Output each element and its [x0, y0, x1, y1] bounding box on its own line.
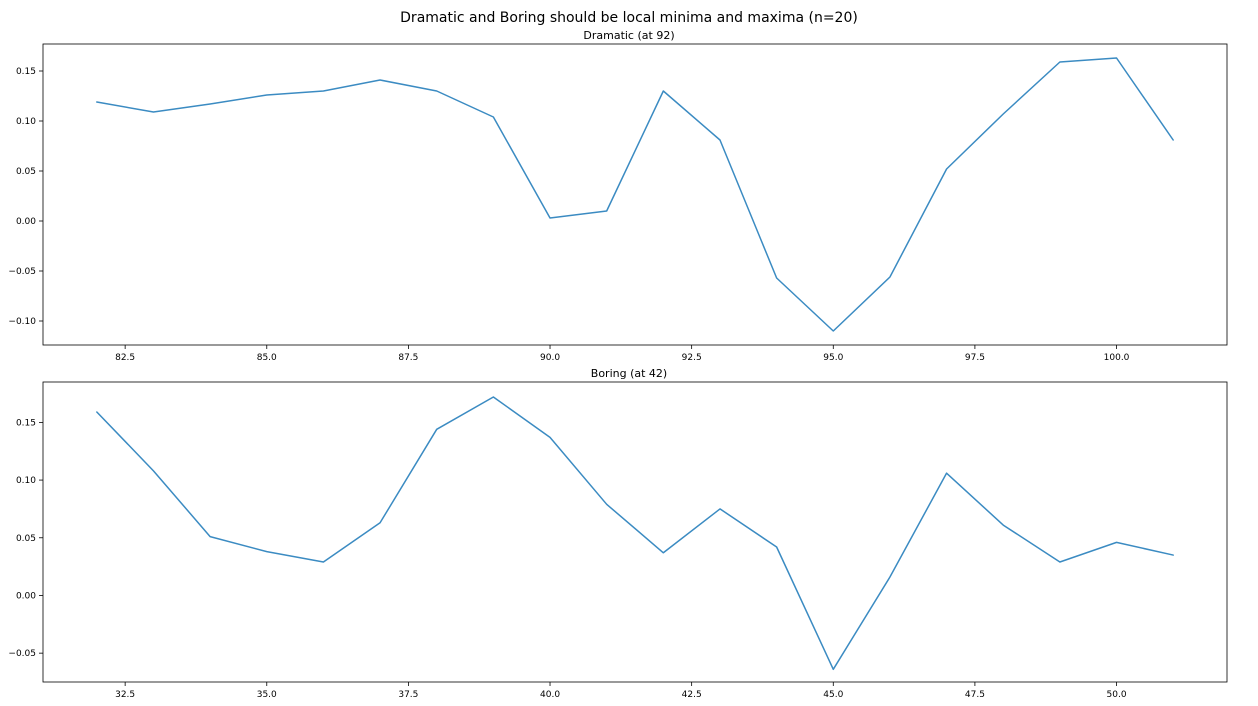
dramatic-x-tick-label: 82.5	[115, 353, 135, 363]
dramatic-x-tick-label: 90.0	[540, 353, 560, 363]
boring-plot-area: 32.5 35.0 37.5 40.0 42.5 45.0 47.5 50.0 0.15 0.10…	[8, 381, 1228, 700]
dramatic-y-tick-label: 0.15	[16, 67, 36, 77]
dramatic-x-tick-label: 87.5	[398, 353, 418, 363]
boring-subplot: Boring (at 42) 32.5 35.0 37.5 40.0 42.5 45.0 4…	[8, 367, 1228, 700]
boring-y-tick-label: 0.10	[16, 476, 36, 486]
figure-title: Dramatic and Boring should be local mini…	[400, 10, 858, 26]
boring-y-tick-label: −0.05	[8, 649, 36, 659]
dramatic-y-tick-label: −0.05	[8, 267, 36, 277]
boring-x-tick-label: 45.0	[823, 690, 843, 700]
boring-x-tick-label: 35.0	[257, 690, 277, 700]
dramatic-y-tick-label: 0.10	[16, 117, 36, 127]
dramatic-x-tick-label: 85.0	[257, 353, 277, 363]
dramatic-x-tick-label: 97.5	[965, 353, 985, 363]
boring-y-tick-label: 0.05	[16, 534, 36, 544]
dramatic-subplot: Dramatic (at 92) 82.5 85.0 87.5 90.0 92.5 95.…	[8, 29, 1228, 363]
boring-series-line	[96, 396, 1174, 671]
dramatic-x-tick-label: 92.5	[682, 353, 702, 363]
dramatic-subplot-title: Dramatic (at 92)	[583, 29, 674, 42]
boring-axes-frame	[42, 381, 1228, 683]
boring-y-tick-label: 0.00	[16, 591, 36, 601]
boring-x-tick-label: 32.5	[115, 690, 135, 700]
dramatic-x-tick-label: 95.0	[823, 353, 843, 363]
boring-subplot-title: Boring (at 42)	[591, 367, 667, 380]
dramatic-plot-area: 82.5 85.0 87.5 90.0 92.5 95.0 97.5 100.0 0.15 0.1…	[8, 43, 1228, 363]
boring-x-tick-label: 47.5	[965, 690, 985, 700]
boring-x-tick-label: 50.0	[1107, 690, 1127, 700]
boring-x-tick-label: 40.0	[540, 690, 560, 700]
dramatic-x-tick-label: 100.0	[1104, 353, 1130, 363]
dramatic-y-tick-label: 0.00	[16, 217, 36, 227]
dramatic-y-tick-label: 0.05	[16, 167, 36, 177]
dramatic-series-line	[96, 57, 1174, 332]
boring-x-tick-label: 37.5	[398, 690, 418, 700]
dramatic-y-tick-label: −0.10	[8, 317, 36, 327]
boring-y-tick-label: 0.15	[16, 418, 36, 428]
dramatic-axes-frame	[42, 43, 1228, 346]
boring-x-tick-label: 42.5	[682, 690, 702, 700]
